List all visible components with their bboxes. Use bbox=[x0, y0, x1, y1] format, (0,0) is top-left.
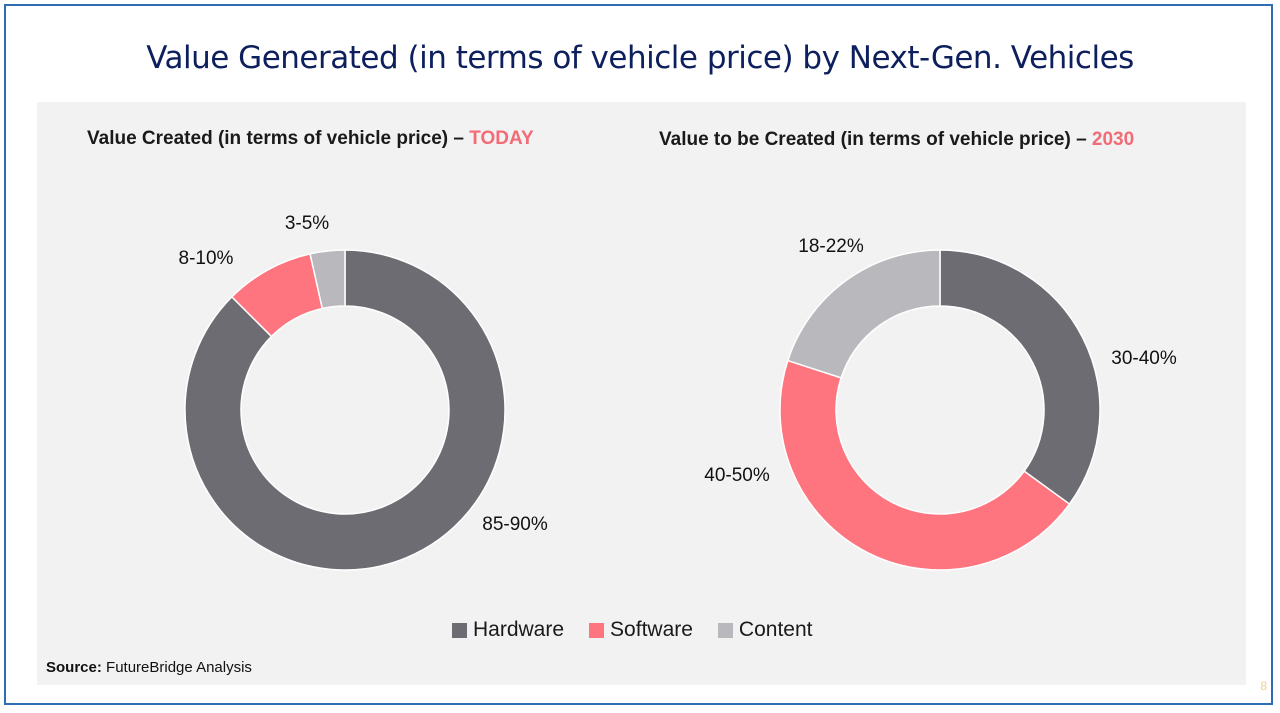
data-label-2030-content: 18-22% bbox=[798, 236, 864, 257]
chart-title-today-text: Value Created (in terms of vehicle price… bbox=[87, 128, 464, 149]
slide-title: Value Generated (in terms of vehicle pri… bbox=[146, 40, 1134, 76]
legend-label-hardware: Hardware bbox=[473, 618, 565, 641]
data-label-2030-software: 40-50% bbox=[704, 465, 770, 486]
legend-item-hardware: Hardware bbox=[452, 618, 564, 642]
legend-swatch-hardware bbox=[452, 622, 467, 638]
source-text: FutureBridge Analysis bbox=[106, 659, 252, 676]
chart-panel: Value Created (in terms of vehicle price… bbox=[37, 102, 1246, 685]
slice-2030-hardware bbox=[939, 249, 1101, 506]
legend-swatch-content bbox=[717, 622, 733, 638]
chart-title-today-highlight: TODAY bbox=[469, 128, 534, 149]
page-number: 8 bbox=[1260, 679, 1267, 693]
chart-title-2030-highlight: 2030 bbox=[1091, 129, 1135, 150]
slide-frame bbox=[4, 4, 1273, 705]
legend: Hardware Software Content bbox=[452, 618, 813, 642]
data-label-today-software: 8-10% bbox=[179, 248, 234, 269]
slice-today-hardware bbox=[184, 249, 506, 571]
source-note: Source: FutureBridge Analysis bbox=[46, 659, 252, 676]
chart-title-2030-text: Value to be Created (in terms of vehicle… bbox=[659, 129, 1087, 150]
data-label-today-hardware: 85-90% bbox=[482, 514, 548, 535]
source-label: Source: bbox=[46, 659, 102, 676]
legend-swatch-software bbox=[589, 622, 605, 638]
legend-item-software: Software bbox=[589, 618, 693, 642]
donut-charts: 85-90% 8-10% 3-5% 30-40% 40-50% 18-22% bbox=[179, 213, 1177, 571]
slice-2030-content bbox=[786, 249, 941, 379]
data-label-today-content: 3-5% bbox=[285, 213, 329, 234]
slice-2030-software bbox=[779, 359, 1071, 571]
chart-title-today: Value Created (in terms of vehicle price… bbox=[87, 128, 534, 150]
slice-today-content bbox=[309, 249, 346, 310]
chart-title-2030: Value to be Created (in terms of vehicle… bbox=[659, 129, 1134, 151]
legend-item-content: Content bbox=[717, 618, 813, 642]
legend-label-software: Software bbox=[610, 618, 693, 641]
legend-label-content: Content bbox=[738, 618, 813, 641]
data-label-2030-hardware: 30-40% bbox=[1111, 348, 1177, 369]
